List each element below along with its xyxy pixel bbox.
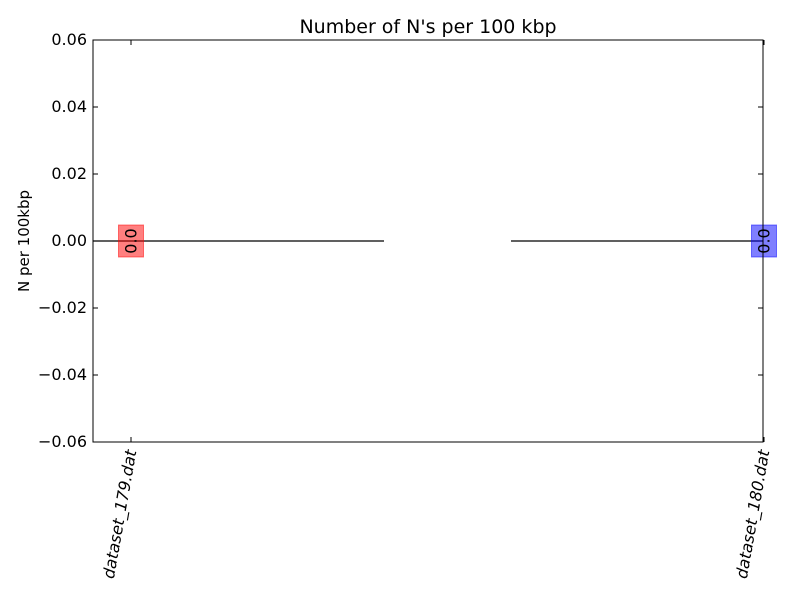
bar [751, 224, 777, 258]
y-tick-label: 0.00 [51, 231, 87, 250]
y-tick-label: 0.02 [51, 164, 87, 183]
plot-frame [92, 39, 764, 443]
y-tick-label: −0.02 [38, 298, 87, 317]
y-tick-label: 0.06 [51, 30, 87, 49]
chart-title: Number of N's per 100 kbp [299, 16, 556, 38]
bar [118, 224, 144, 258]
y-tick-label: −0.04 [38, 365, 87, 384]
y-axis-label: N per 100kbp [15, 190, 33, 292]
bar-value-label: 0.0 [122, 228, 141, 253]
bar-value-label: 0.0 [755, 228, 774, 253]
y-tick-label: 0.04 [51, 97, 87, 116]
y-tick-label: −0.06 [38, 432, 87, 451]
